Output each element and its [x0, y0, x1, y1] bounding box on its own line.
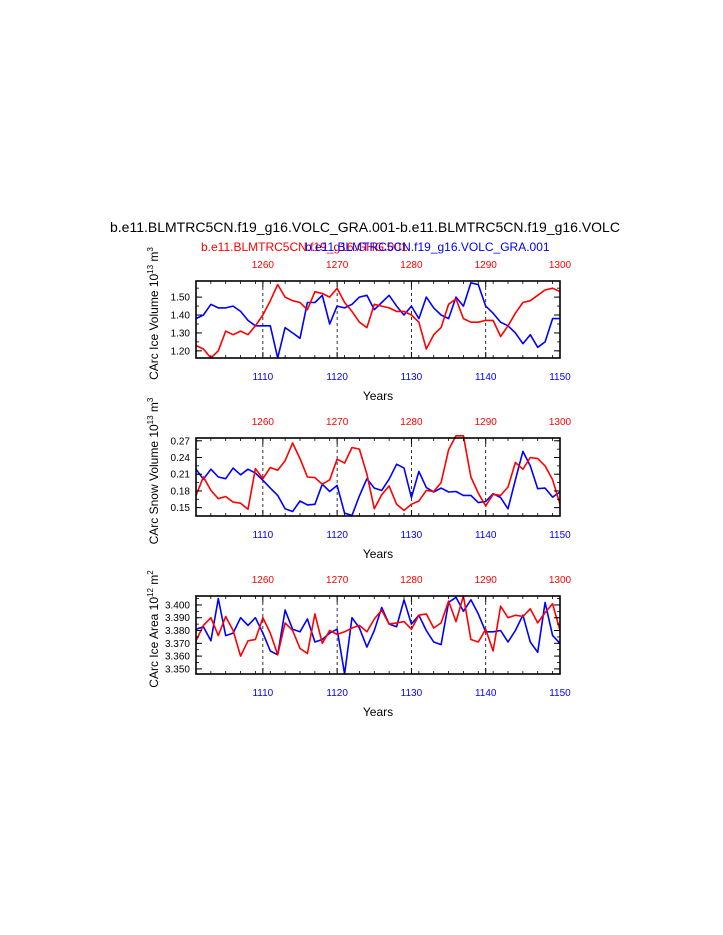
y-axis-label-unit-exp: 3 [146, 397, 155, 402]
y-tick-label: 1.50 [171, 293, 191, 304]
y-axis-label-unit-exp: 2 [146, 570, 155, 575]
subtitle-red: b.e11.BLMTRC5CN.f19_g16.GHG.001 [201, 240, 408, 254]
x-bottom-tick-label: 1130 [401, 372, 423, 383]
panel-1: 1110 1120 1130 1140 1150 1260 1270 1280 1290 1300… [146, 247, 572, 403]
y-tick-label: 3.400 [165, 600, 190, 611]
series-line-red [195, 434, 561, 512]
x-bottom-tick-label: 1130 [401, 688, 423, 699]
figure-title: b.e11.BLMTRC5CN.f19_g16.VOLC_GRA.001-b.e… [110, 219, 620, 235]
y-axis-label-unit: m [147, 575, 161, 588]
x-top-tick-label: 1260 [252, 575, 275, 586]
x-top-tick-label: 1280 [400, 417, 423, 428]
x-bottom-tick-label: 1140 [475, 372, 497, 383]
x-axis-label: Years [363, 547, 393, 561]
plot-frame [195, 280, 561, 359]
y-tick-label: 3.360 [165, 652, 190, 663]
x-bottom-tick-label: 1120 [326, 530, 348, 541]
x-bottom-tick-label: 1110 [252, 688, 273, 699]
series-line-red [195, 283, 561, 359]
x-bottom-tick-label: 1150 [549, 688, 571, 699]
x-bottom-tick-label: 1140 [475, 688, 497, 699]
x-bottom-tick-label: 1140 [475, 530, 497, 541]
y-axis-label-main: CArc Snow Volume 10 [147, 424, 161, 544]
x-bottom-tick-label: 1150 [549, 372, 571, 383]
y-tick-label: 0.21 [171, 470, 191, 481]
y-tick-label: 1.30 [171, 328, 191, 339]
y-tick-label: 0.18 [171, 486, 191, 497]
x-bottom-tick-label: 1120 [326, 372, 348, 383]
y-tick-label: 0.15 [171, 503, 191, 514]
y-axis-label-main: CArc Ice Volume 10 [147, 274, 161, 380]
x-top-tick-label: 1300 [549, 260, 572, 271]
x-top-tick-label: 1270 [326, 575, 349, 586]
subtitle-blue: b.e11.BLMTRC5CN.f19_g16.VOLC_GRA.001 [305, 240, 550, 254]
y-axis-label-main: CArc Ice Area 10 [147, 597, 161, 688]
y-tick-label: 0.24 [171, 453, 191, 464]
x-top-tick-label: 1270 [326, 417, 349, 428]
y-tick-label: 3.390 [165, 613, 190, 624]
panel-2: 1110 1120 1130 1140 1150 1260 1270 1280 1290 1300… [146, 397, 572, 561]
y-tick-label: 3.350 [165, 664, 190, 675]
x-top-tick-label: 1270 [326, 260, 349, 271]
x-bottom-tick-label: 1130 [401, 530, 423, 541]
y-tick-label: 1.20 [171, 346, 191, 357]
plot-frame [195, 437, 561, 517]
y-axis-label-unit: m [147, 252, 161, 265]
series-line-blue [195, 281, 560, 359]
y-tick-label: 1.40 [171, 311, 191, 322]
y-tick-label: 3.370 [165, 639, 190, 650]
y-tick-label: 3.380 [165, 626, 190, 637]
x-top-tick-label: 1290 [475, 417, 498, 428]
x-bottom-tick-label: 1120 [326, 688, 348, 699]
y-axis-label-exp: 12 [146, 588, 155, 597]
panel-3: 1110 1120 1130 1140 1150 1260 1270 1280 1290 1300… [146, 570, 572, 719]
x-top-tick-label: 1300 [549, 575, 572, 586]
x-top-tick-label: 1260 [252, 417, 275, 428]
y-axis-label-exp: 13 [146, 415, 155, 424]
x-top-tick-label: 1280 [400, 260, 423, 271]
y-axis-label-exp: 13 [146, 264, 155, 273]
series-line-blue [195, 450, 561, 517]
x-top-tick-label: 1260 [252, 260, 275, 271]
y-axis-label-unit-exp: 3 [146, 247, 155, 252]
y-tick-label: 0.27 [171, 436, 191, 447]
y-axis-label: CArc Snow Volume 1013 m3 [146, 397, 161, 544]
x-top-tick-label: 1280 [400, 575, 423, 586]
series-line-blue [195, 596, 561, 675]
x-bottom-tick-label: 1110 [252, 372, 273, 383]
x-bottom-tick-label: 1150 [549, 530, 571, 541]
y-axis-label: CArc Ice Volume 1013 m3 [146, 247, 161, 380]
x-axis-label: Years [363, 705, 393, 719]
x-bottom-tick-label: 1110 [252, 530, 273, 541]
x-top-tick-label: 1300 [549, 417, 572, 428]
plot-frame [195, 595, 561, 675]
y-axis-label-unit: m [147, 402, 161, 415]
x-top-tick-label: 1290 [475, 575, 498, 586]
x-top-tick-label: 1290 [475, 260, 498, 271]
series-line-red [195, 595, 561, 657]
y-axis-label: CArc Ice Area 1012 m2 [146, 570, 161, 688]
x-axis-label: Years [363, 389, 393, 403]
